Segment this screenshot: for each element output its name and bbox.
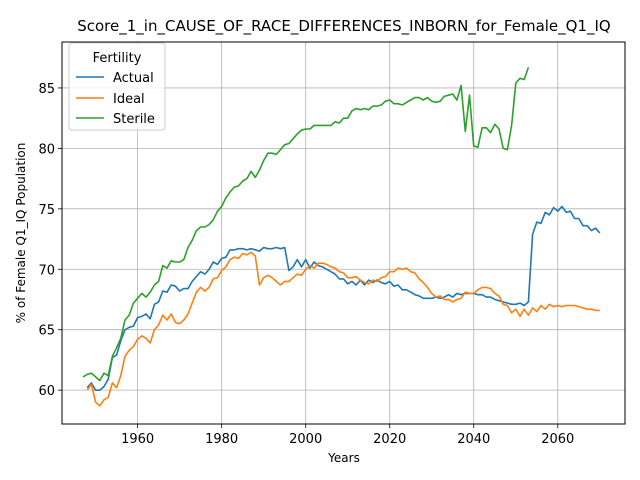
chart-title: Score_1_in_CAUSE_OF_RACE_DIFFERENCES_INB… <box>77 17 611 36</box>
series-line-sterile <box>82 67 530 382</box>
plot-frame <box>61 41 626 425</box>
x-tick-label: 2060 <box>541 432 574 447</box>
legend-item-actual: Actual <box>76 71 154 86</box>
y-axis: 60 65 70 75 80 85 <box>38 82 62 399</box>
series-line-ideal <box>86 251 600 407</box>
legend-box <box>68 42 166 131</box>
legend-title: Fertility <box>93 51 142 66</box>
y-axis-title: % of Female Q1_IQ Population <box>14 143 28 324</box>
legend: Fertility Actual Ideal Sterile <box>68 42 166 131</box>
x-tick-label: 1980 <box>205 432 238 447</box>
y-tick-label: 70 <box>38 263 55 278</box>
series-line-actual <box>86 205 601 392</box>
legend-label-ideal: Ideal <box>113 92 145 107</box>
x-tick-label: 2000 <box>289 432 322 447</box>
series-lines <box>82 67 601 407</box>
legend-item-sterile: Sterile <box>76 112 155 127</box>
x-axis: 1960 1980 2000 2020 2040 2060 <box>121 424 574 447</box>
grid <box>62 42 625 424</box>
legend-item-ideal: Ideal <box>76 92 145 107</box>
legend-label-actual: Actual <box>113 71 154 86</box>
x-axis-title: Years <box>327 451 360 465</box>
y-tick-label: 85 <box>38 82 55 97</box>
x-tick-label: 2020 <box>373 432 406 447</box>
y-tick-label: 60 <box>38 384 55 399</box>
legend-label-sterile: Sterile <box>113 112 155 127</box>
y-tick-label: 80 <box>38 142 55 157</box>
x-tick-label: 2040 <box>457 432 490 447</box>
x-tick-label: 1960 <box>121 432 154 447</box>
y-tick-label: 65 <box>38 324 55 339</box>
y-tick-label: 75 <box>38 203 55 218</box>
